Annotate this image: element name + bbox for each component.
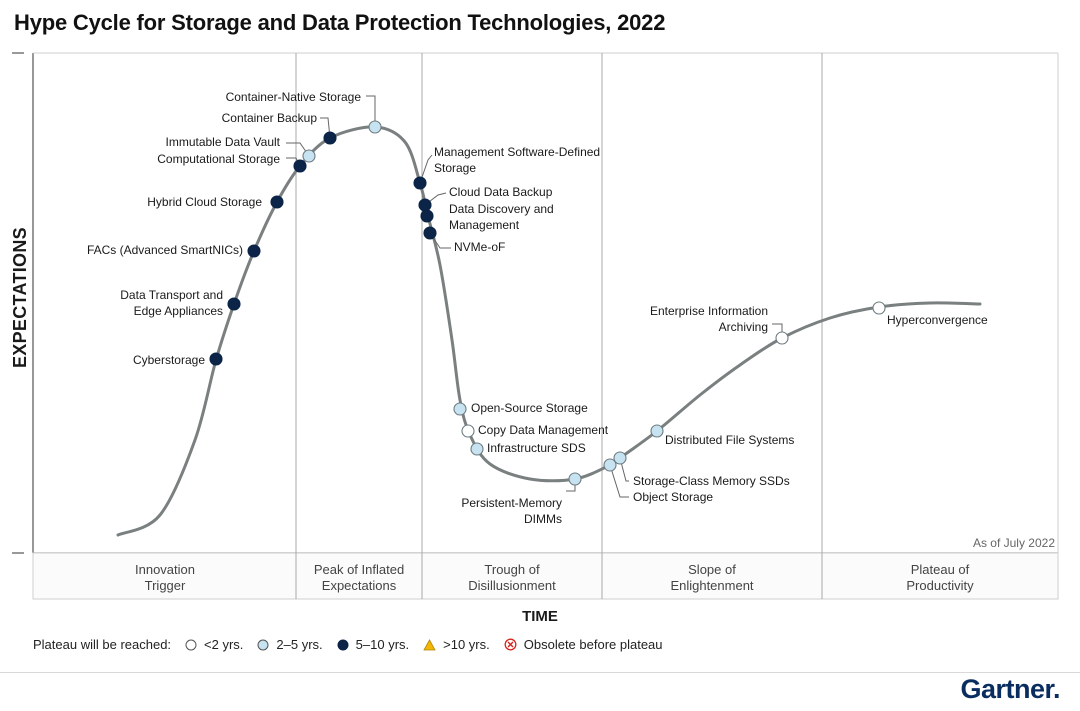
tech-label-cyberstorage: Cyberstorage <box>133 353 205 367</box>
phase-plateau: Plateau of Productivity <box>906 562 974 593</box>
legend-item-gt10: >10 yrs. <box>423 637 490 652</box>
legend-item-2to5: 2–5 yrs. <box>257 637 323 652</box>
phase-slope: Slope of Enlightenment <box>670 562 754 593</box>
tech-dot-persistent-memory-dimms <box>568 472 582 486</box>
leader-object-storage <box>609 464 629 498</box>
tech-dot-nvme-of <box>423 226 437 240</box>
legend-label: >10 yrs. <box>443 637 490 652</box>
tech-dot-data-transport-and-edge-appliances <box>227 297 241 311</box>
leader-container-backup <box>320 117 331 139</box>
tech-dot-copy-data-management <box>461 424 475 438</box>
tech-label-cloud-data-backup: Cloud Data Backup <box>449 185 553 199</box>
tech-dot-immutable-data-vault <box>302 149 316 163</box>
tech-dot-hyperconvergence <box>872 301 886 315</box>
tech-dot-cloud-data-backup <box>418 198 432 212</box>
lightblue-circle-icon <box>257 639 269 650</box>
navy-circle-icon <box>337 639 349 650</box>
tech-label-container-backup: Container Backup <box>222 111 318 125</box>
tech-dot-infrastructure-sds <box>470 442 484 456</box>
legend-item-obsolete: Obsolete before plateau <box>504 637 663 652</box>
tech-dot-management-software-defined-storage <box>413 176 427 190</box>
footer-divider <box>0 672 1080 673</box>
legend-label: <2 yrs. <box>204 637 244 652</box>
tech-label-immutable-data-vault: Immutable Data Vault <box>166 135 281 149</box>
tech-label-facs-advanced-smartnics: FACs (Advanced SmartNICs) <box>87 243 243 257</box>
tech-dot-open-source-storage <box>453 402 467 416</box>
legend-label: 2–5 yrs. <box>276 637 323 652</box>
tech-label-container-native-storage: Container-Native Storage <box>226 90 362 104</box>
tech-label-data-discovery-and-management: Data Discovery and Management <box>449 202 554 232</box>
leader-management-software-defined-storage <box>419 154 433 184</box>
leader-container-native-storage <box>366 95 376 127</box>
tech-dot-object-storage <box>603 458 617 472</box>
tech-label-infrastructure-sds: Infrastructure SDS <box>487 441 586 455</box>
tech-label-copy-data-management: Copy Data Management <box>478 423 609 437</box>
yellow-triangle-icon <box>423 638 436 650</box>
tech-label-data-transport-and-edge-appliances: Data Transport and Edge Appliances <box>120 288 223 318</box>
chart-frame <box>12 52 1059 600</box>
legend-item-lt2: <2 yrs. <box>185 637 243 652</box>
tech-dot-cyberstorage <box>209 352 223 366</box>
legend-title: Plateau will be reached: <box>33 637 172 652</box>
tech-label-hybrid-cloud-storage: Hybrid Cloud Storage <box>147 195 262 209</box>
leader-storage-class-memory-ssds <box>619 457 629 482</box>
tech-dot-container-backup <box>323 131 337 145</box>
tech-dot-facs-advanced-smartnics <box>247 244 261 258</box>
legend-label: Obsolete before plateau <box>523 637 663 652</box>
legend-item-5to10: 5–10 yrs. <box>337 637 409 652</box>
tech-label-object-storage: Object Storage <box>633 490 713 504</box>
tech-dot-enterprise-information-archiving <box>775 331 789 345</box>
hype-curve-layer <box>116 125 982 537</box>
tech-label-hyperconvergence: Hyperconvergence <box>887 313 988 327</box>
technology-labels-layer: Cyberstorage Data Transport and Edge Appli… <box>87 90 988 526</box>
tech-label-computational-storage: Computational Storage <box>157 152 280 166</box>
red-x-circle-icon <box>504 638 517 651</box>
tech-label-enterprise-information-archiving: Enterprise Information Archiving <box>650 304 768 334</box>
as-of-date: As of July 2022 <box>972 536 1055 550</box>
x-axis-label: TIME <box>522 608 558 625</box>
tech-dot-distributed-file-systems <box>650 424 664 438</box>
technology-dots-layer <box>209 120 886 486</box>
tech-dot-computational-storage <box>293 159 307 173</box>
phase-trough: Trough of Disillusionment <box>468 562 556 593</box>
tech-label-persistent-memory-dimms: Persistent-Memory DIMMs <box>461 496 562 526</box>
page-title: Hype Cycle for Storage and Data Protecti… <box>14 10 666 35</box>
tech-label-open-source-storage: Open-Source Storage <box>471 401 588 415</box>
white-circle-icon <box>185 639 197 650</box>
tech-dot-data-discovery-and-management <box>420 209 434 223</box>
phase-peak: Peak of Inflated Expectations <box>313 562 405 593</box>
tech-dot-storage-class-memory-ssds <box>613 451 627 465</box>
phase-band <box>32 552 1059 600</box>
legend-label: 5–10 yrs. <box>355 637 410 652</box>
tech-label-nvme-of: NVMe-oF <box>454 240 505 254</box>
tech-label-management-software-defined-storage: Management Software-Defined Storage <box>434 145 600 175</box>
tech-dot-container-native-storage <box>368 120 382 134</box>
hype-curve <box>116 125 982 537</box>
tech-label-distributed-file-systems: Distributed File Systems <box>665 433 794 447</box>
phase-innovation-trigger: Innovation Trigger <box>135 562 195 593</box>
tech-label-storage-class-memory-ssds: Storage-Class Memory SSDs <box>633 474 790 488</box>
gartner-logo: Gartner. <box>960 674 1060 704</box>
tech-dot-hybrid-cloud-storage <box>270 195 284 209</box>
legend: Plateau will be reached: <2 yrs. 2–5 yrs… <box>33 637 677 652</box>
